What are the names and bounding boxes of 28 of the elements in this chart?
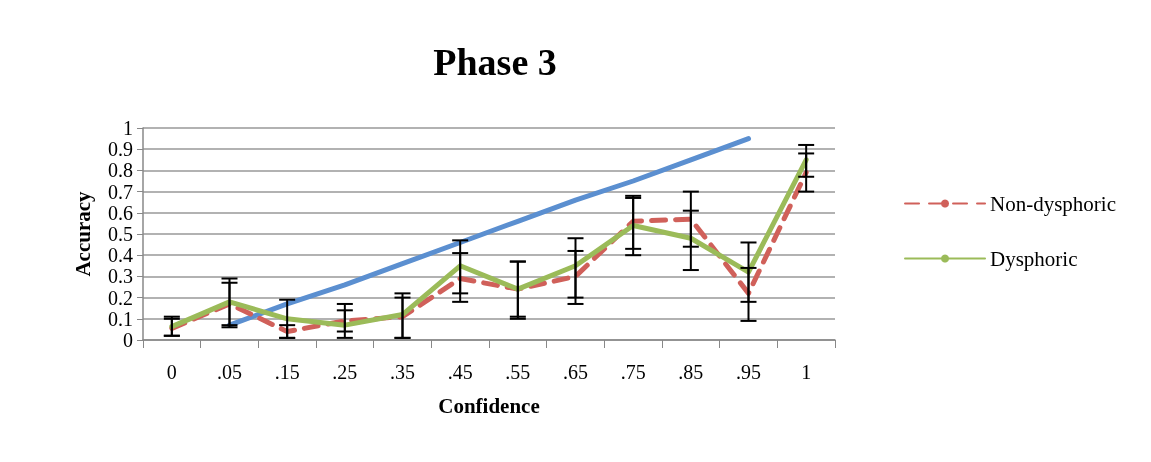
legend-label: Non-dysphoric	[990, 191, 1116, 216]
y-tick-label: 0.2	[108, 286, 133, 309]
x-tick-label: 1	[801, 361, 812, 383]
x-tick-label: .55	[505, 361, 531, 383]
x-tick-label: .85	[678, 361, 704, 383]
y-tick-label: 0.3	[108, 265, 133, 288]
x-tick-label: .75	[620, 361, 646, 383]
x-tick-label: .45	[447, 361, 473, 383]
chart-title: Phase 3	[433, 41, 557, 83]
x-tick-label: .15	[274, 361, 300, 383]
y-axis-title: Accuracy	[70, 190, 95, 277]
y-tick-label: 0.7	[108, 180, 133, 203]
y-tick-label: 0.6	[108, 201, 133, 224]
y-tick-label: 0.1	[108, 307, 133, 330]
y-tick-label: 1	[123, 117, 133, 139]
y-tick-label: 0.8	[108, 159, 133, 182]
y-tick-label: 0	[123, 329, 133, 351]
y-tick-label: 0.5	[108, 223, 133, 245]
x-tick-label: .25	[332, 361, 358, 383]
legend-label: Dysphoric	[990, 246, 1078, 271]
x-tick-label: 0	[166, 361, 177, 383]
y-tick-label: 0.4	[108, 244, 133, 267]
x-tick-label: .35	[390, 361, 415, 383]
x-tick-label: .05	[217, 361, 242, 383]
x-tick-label: .65	[563, 361, 588, 383]
x-axis-title: Confidence	[438, 393, 540, 418]
x-tick-label: .95	[736, 361, 761, 383]
y-tick-label: 0.9	[108, 138, 133, 161]
